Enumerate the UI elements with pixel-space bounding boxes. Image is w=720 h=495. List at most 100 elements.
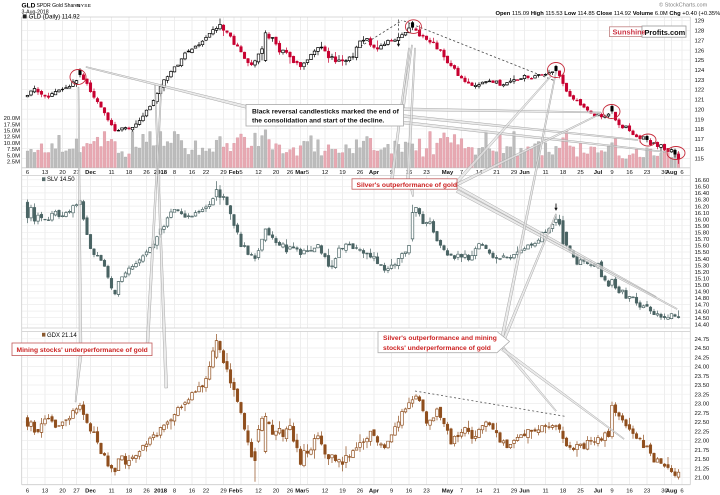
svg-text:2018: 2018 xyxy=(154,488,168,494)
svg-text:121: 121 xyxy=(695,98,705,104)
svg-text:Apr: Apr xyxy=(369,170,380,176)
svg-text:5: 5 xyxy=(306,170,310,176)
svg-text:15.00: 15.00 xyxy=(695,283,710,289)
svg-text:12: 12 xyxy=(255,170,262,176)
svg-text:Black reversal candlesticks ma: Black reversal candlesticks marked the e… xyxy=(252,108,400,115)
svg-text:29: 29 xyxy=(220,488,227,494)
svg-text:20: 20 xyxy=(273,170,280,176)
svg-text:Dec: Dec xyxy=(85,170,97,176)
svg-text:15.80: 15.80 xyxy=(695,231,710,237)
svg-text:9: 9 xyxy=(610,170,613,176)
svg-text:23.25: 23.25 xyxy=(695,392,710,398)
svg-text:20.0M: 20.0M xyxy=(4,116,20,122)
svg-text:3-Aug-2018: 3-Aug-2018 xyxy=(22,9,49,15)
svg-text:Mar: Mar xyxy=(295,170,306,176)
svg-text:21.25: 21.25 xyxy=(695,466,710,472)
svg-text:12: 12 xyxy=(255,488,262,494)
svg-text:23: 23 xyxy=(644,488,651,494)
svg-text:128: 128 xyxy=(695,29,706,35)
svg-text:16.30: 16.30 xyxy=(695,198,710,204)
svg-text:14.50: 14.50 xyxy=(695,316,710,322)
svg-text:120: 120 xyxy=(695,107,706,113)
svg-text:22: 22 xyxy=(203,488,210,494)
svg-text:26: 26 xyxy=(357,170,364,176)
svg-text:24.75: 24.75 xyxy=(695,337,710,343)
svg-text:23.75: 23.75 xyxy=(695,374,710,380)
svg-text:7.5M: 7.5M xyxy=(7,147,20,153)
svg-text:Silver's outperformance of gol: Silver's outperformance of gold xyxy=(357,182,457,189)
svg-text:7: 7 xyxy=(460,488,463,494)
svg-text:16.20: 16.20 xyxy=(695,204,710,210)
svg-text:21.75: 21.75 xyxy=(695,448,710,454)
svg-text:19: 19 xyxy=(339,488,346,494)
svg-text:18: 18 xyxy=(560,488,567,494)
svg-text:Dec: Dec xyxy=(85,488,97,494)
svg-text:11: 11 xyxy=(108,170,114,176)
svg-text:125: 125 xyxy=(695,58,706,64)
svg-text:14.60: 14.60 xyxy=(695,309,710,315)
svg-text:18: 18 xyxy=(126,488,133,494)
svg-text:119: 119 xyxy=(695,117,704,123)
svg-text:5: 5 xyxy=(239,170,243,176)
svg-text:5: 5 xyxy=(239,488,243,494)
svg-text:30: 30 xyxy=(661,170,668,176)
svg-text:18: 18 xyxy=(126,170,133,176)
svg-text:May: May xyxy=(442,488,454,494)
svg-text:15.20: 15.20 xyxy=(695,270,710,276)
svg-text:16: 16 xyxy=(406,488,413,494)
svg-text:23.00: 23.00 xyxy=(695,402,710,408)
svg-text:9: 9 xyxy=(610,488,613,494)
svg-text:30: 30 xyxy=(661,488,668,494)
svg-text:Profits.com: Profits.com xyxy=(645,28,686,37)
svg-text:124: 124 xyxy=(695,68,706,74)
svg-text:Silver's outperformance and mi: Silver's outperformance and mining xyxy=(383,335,497,342)
svg-text:Mar: Mar xyxy=(295,488,306,494)
svg-text:24.00: 24.00 xyxy=(695,365,710,371)
svg-text:Jun: Jun xyxy=(519,488,530,494)
svg-text:26: 26 xyxy=(287,170,294,176)
svg-text:123: 123 xyxy=(695,78,706,84)
svg-text:14.70: 14.70 xyxy=(695,303,710,309)
svg-text:29: 29 xyxy=(511,170,518,176)
svg-text:12: 12 xyxy=(322,170,329,176)
svg-text:14.90: 14.90 xyxy=(695,290,710,296)
svg-text:29: 29 xyxy=(511,488,518,494)
svg-text:22: 22 xyxy=(203,170,210,176)
svg-text:16: 16 xyxy=(189,488,196,494)
svg-text:15.90: 15.90 xyxy=(695,224,710,230)
svg-text:GLD (Daily) 114.92: GLD (Daily) 114.92 xyxy=(29,15,81,21)
svg-text:116: 116 xyxy=(695,147,705,153)
svg-text:Jun: Jun xyxy=(519,170,530,176)
svg-text:Feb: Feb xyxy=(229,170,240,176)
svg-text:16: 16 xyxy=(189,170,196,176)
svg-text:Jul: Jul xyxy=(594,170,603,176)
svg-text:24.50: 24.50 xyxy=(695,346,710,352)
svg-text:25: 25 xyxy=(577,488,584,494)
svg-text:23.50: 23.50 xyxy=(695,383,710,389)
svg-text:Aug: Aug xyxy=(666,488,678,494)
svg-text:21: 21 xyxy=(493,170,500,176)
svg-text:GLD: GLD xyxy=(22,2,36,9)
svg-text:14: 14 xyxy=(476,488,483,494)
svg-text:20: 20 xyxy=(273,488,280,494)
svg-text:26: 26 xyxy=(143,488,150,494)
svg-text:6: 6 xyxy=(680,488,684,494)
svg-text:May: May xyxy=(442,170,454,176)
svg-text:21: 21 xyxy=(493,488,500,494)
svg-text:26: 26 xyxy=(357,488,364,494)
svg-text:118: 118 xyxy=(695,127,705,133)
svg-text:16.10: 16.10 xyxy=(695,211,710,217)
svg-text:9: 9 xyxy=(390,488,393,494)
svg-text:5: 5 xyxy=(306,488,310,494)
svg-text:14.80: 14.80 xyxy=(695,296,710,302)
svg-text:6: 6 xyxy=(26,170,30,176)
svg-text:15.50: 15.50 xyxy=(695,250,710,256)
svg-text:16: 16 xyxy=(626,488,633,494)
svg-text:115: 115 xyxy=(695,157,705,163)
svg-text:16: 16 xyxy=(626,170,633,176)
svg-text:16.40: 16.40 xyxy=(695,191,710,197)
svg-text:8: 8 xyxy=(173,488,177,494)
svg-text:Aug: Aug xyxy=(666,170,678,176)
svg-text:126: 126 xyxy=(695,48,706,54)
svg-text:15.0M: 15.0M xyxy=(4,129,20,135)
